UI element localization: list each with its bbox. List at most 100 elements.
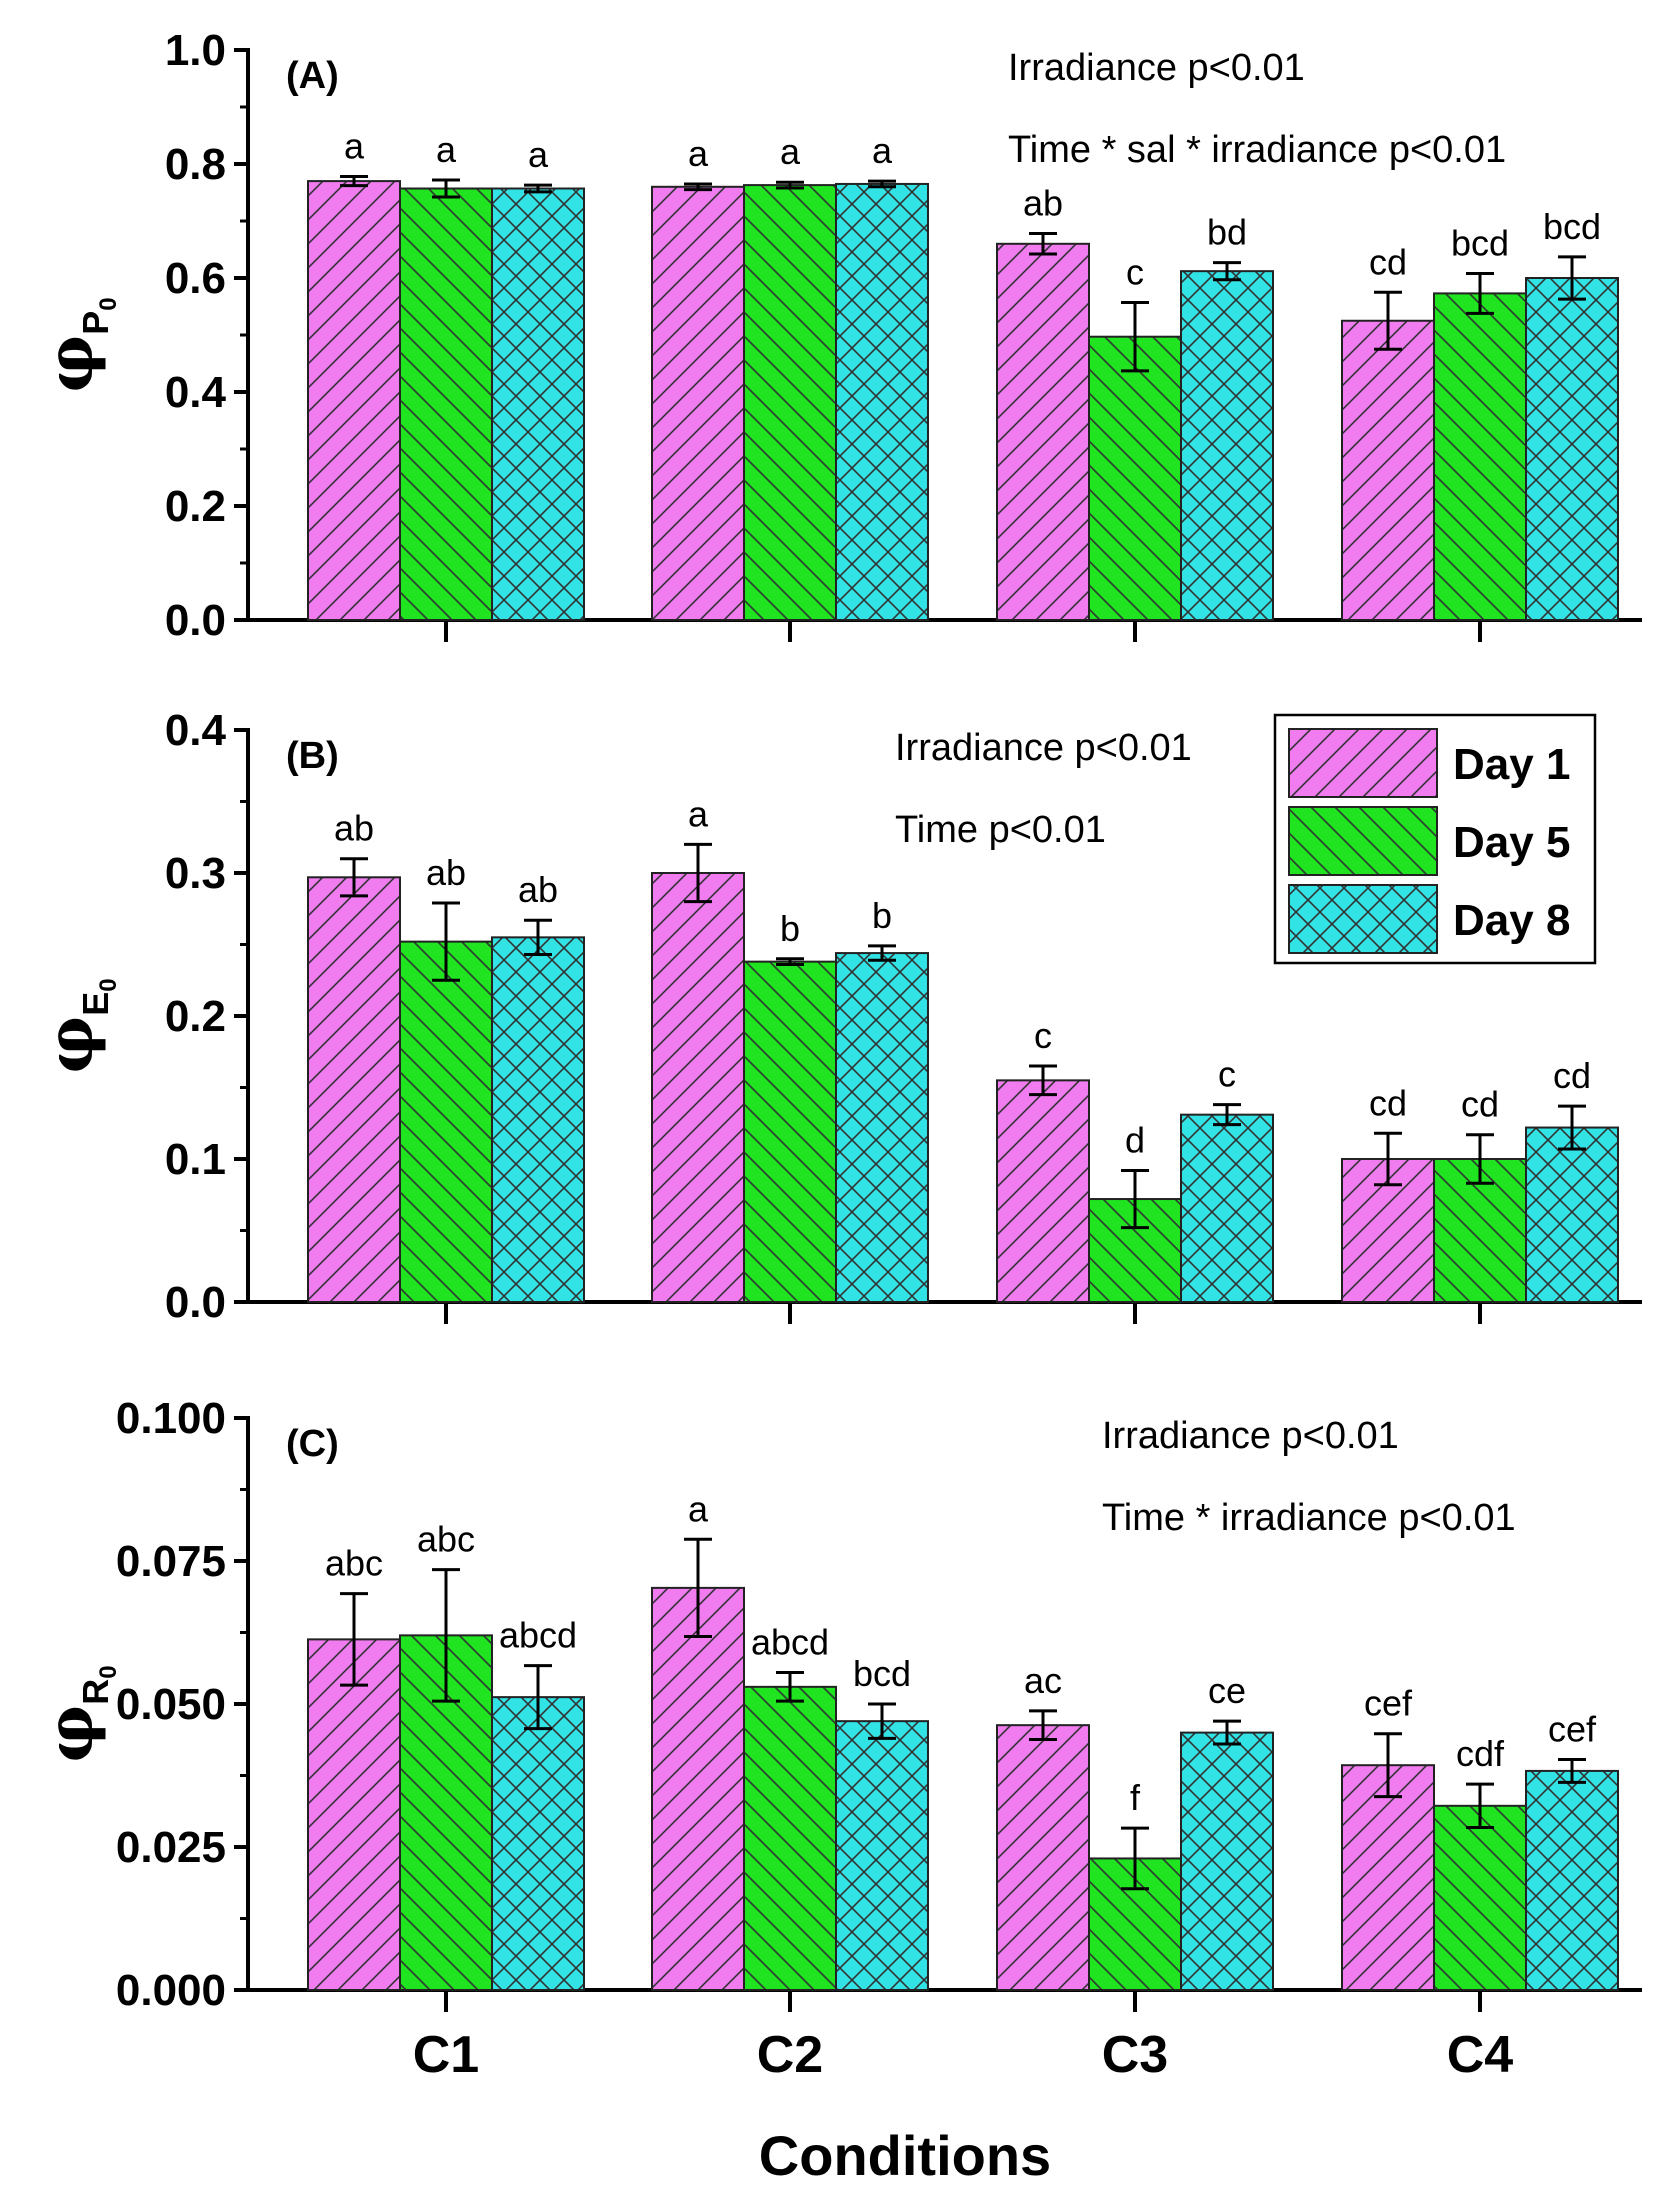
significance-letter: a xyxy=(344,126,365,167)
stats-annotation: Time * sal * irradiance p<0.01 xyxy=(1008,129,1506,171)
y-axis-title: φP0 xyxy=(33,297,122,392)
significance-letter: cdf xyxy=(1456,1733,1505,1774)
significance-letter: b xyxy=(780,908,800,949)
significance-letter: bcd xyxy=(853,1653,911,1694)
y-axis-title: φR0 xyxy=(33,1665,122,1762)
significance-letter: cef xyxy=(1548,1708,1597,1749)
panel-a: 0.0 0.2 0.4 0.6 0.8 1.0 a a ab cd a a c bcd a a bd bcd (A)… xyxy=(33,26,1642,645)
significance-letter: cd xyxy=(1369,1082,1407,1123)
y-tick-label: 0.4 xyxy=(165,706,227,755)
significance-letter: bcd xyxy=(1451,222,1509,263)
significance-letter: d xyxy=(1125,1119,1145,1160)
y-tick-label: 0.2 xyxy=(165,482,226,531)
significance-letter: abc xyxy=(417,1519,475,1560)
y-tick-label: 1.0 xyxy=(165,26,226,75)
y-tick-label: 0.025 xyxy=(116,1823,226,1872)
panel-label: (C) xyxy=(286,1423,339,1465)
significance-letter: cef xyxy=(1364,1683,1413,1724)
bar-day-8-c2 xyxy=(835,1720,929,1992)
significance-letter: b xyxy=(872,895,892,936)
x-category-label: C3 xyxy=(1102,2026,1168,2084)
panel-c: 0.0000.0250.0500.0750.100abcaaccefabcabc… xyxy=(33,1394,1642,2084)
significance-letter: ab xyxy=(334,808,374,849)
stats-annotation: Irradiance p<0.01 xyxy=(1102,1415,1399,1457)
legend-swatch-day-8 xyxy=(1288,884,1438,954)
significance-letter: bcd xyxy=(1543,206,1601,247)
significance-letter: abcd xyxy=(751,1622,829,1663)
significance-letter: a xyxy=(436,129,457,170)
y-tick-label: 0.000 xyxy=(116,1966,226,2015)
significance-letter: bd xyxy=(1207,212,1247,253)
bar-day-1-c3 xyxy=(996,1724,1090,1991)
bar-day-8-c4 xyxy=(1525,1769,1619,1991)
significance-letter: abcd xyxy=(499,1615,577,1656)
significance-letter: a xyxy=(780,131,801,172)
legend-label: Day 1 xyxy=(1453,740,1570,789)
significance-letter: ab xyxy=(426,852,466,893)
stats-annotation: Time p<0.01 xyxy=(895,809,1106,851)
bar-day-8-c1 xyxy=(491,187,585,621)
bar-day-8-c4 xyxy=(1525,1126,1619,1304)
significance-letter: c xyxy=(1218,1054,1236,1095)
y-tick-label: 0.0 xyxy=(165,596,226,645)
bar-day-8-c2 xyxy=(835,952,929,1304)
x-category-label: C2 xyxy=(757,2026,823,2084)
y-tick-label: 0.2 xyxy=(165,992,226,1041)
bar-day-5-c1 xyxy=(399,187,493,621)
bar-day-5-c2 xyxy=(743,960,837,1303)
x-category-label: C1 xyxy=(413,2026,479,2084)
stats-annotation: Irradiance p<0.01 xyxy=(895,727,1192,769)
bar-day-1-c1 xyxy=(307,1638,401,1991)
legend-swatch-day-5 xyxy=(1288,806,1438,876)
bar-day-1-c1 xyxy=(307,876,401,1303)
legend-label: Day 5 xyxy=(1453,818,1570,867)
bar-day-8-c1 xyxy=(491,936,585,1303)
y-axis-title: φE0 xyxy=(33,978,122,1073)
significance-letter: ce xyxy=(1208,1670,1246,1711)
y-tick-label: 0.100 xyxy=(116,1394,226,1443)
x-axis-title: Conditions xyxy=(759,2124,1051,2187)
significance-letter: ab xyxy=(518,869,558,910)
significance-letter: a xyxy=(688,133,709,174)
legend-label: Day 8 xyxy=(1453,896,1570,945)
bar-day-5-c1 xyxy=(399,940,493,1303)
bar-day-5-c2 xyxy=(743,1685,837,1991)
y-tick-label: 0.6 xyxy=(165,254,226,303)
bar-day-1-c2 xyxy=(651,185,745,622)
bar-day-1-c4 xyxy=(1341,1764,1435,1991)
y-tick-label: 0.050 xyxy=(116,1680,226,1729)
stats-annotation: Irradiance p<0.01 xyxy=(1008,47,1305,89)
bar-day-1-c3 xyxy=(996,1079,1090,1303)
bar-day-1-c3 xyxy=(996,242,1090,622)
significance-letter: ac xyxy=(1024,1660,1062,1701)
significance-letter: a xyxy=(688,1488,709,1529)
significance-letter: a xyxy=(688,793,709,834)
stats-annotation: Time * irradiance p<0.01 xyxy=(1102,1497,1516,1539)
y-tick-label: 0.0 xyxy=(165,1278,226,1327)
bar-day-8-c3 xyxy=(1180,1113,1274,1304)
bar-day-5-c3 xyxy=(1088,335,1182,621)
bar-day-8-c2 xyxy=(835,182,929,621)
bar-day-8-c3 xyxy=(1180,270,1274,621)
significance-letter: f xyxy=(1130,1777,1141,1818)
y-tick-label: 0.4 xyxy=(165,368,227,417)
bar-day-8-c1 xyxy=(491,1696,585,1991)
bar-day-1-c1 xyxy=(307,180,401,621)
significance-letter: a xyxy=(872,130,893,171)
bar-day-1-c2 xyxy=(651,1586,745,1992)
significance-letter: a xyxy=(528,134,549,175)
significance-letter: cd xyxy=(1461,1084,1499,1125)
panel-b: 0.0 0.1 0.2 0.3 0.4 ab a c cd ab b d cd ab b c cd (B) Irra… xyxy=(33,706,1642,1327)
bar-day-8-c3 xyxy=(1180,1731,1274,1991)
legend: Day 1 Day 5 Day 8 xyxy=(1273,713,1597,965)
bar-day-1-c4 xyxy=(1341,319,1435,621)
significance-letter: c xyxy=(1034,1015,1052,1056)
y-tick-label: 0.1 xyxy=(165,1135,226,1184)
bar-day-1-c2 xyxy=(651,872,745,1303)
y-tick-label: 0.075 xyxy=(116,1537,226,1586)
bar-day-5-c2 xyxy=(743,184,837,621)
panel-label: (A) xyxy=(286,55,339,97)
significance-letter: ab xyxy=(1023,183,1063,224)
